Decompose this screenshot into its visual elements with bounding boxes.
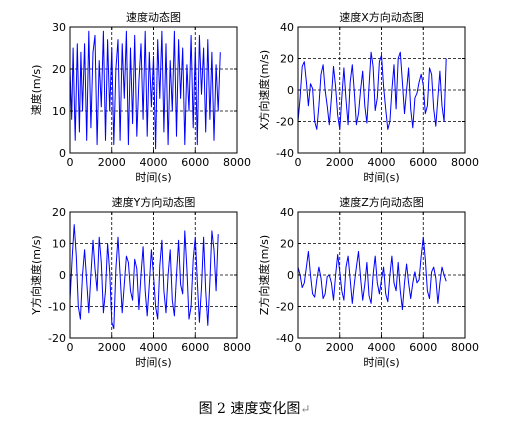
x-tick-label: 6000 [409, 156, 437, 169]
chart-panel: 0 2000 4000 6000 8000 -40 -20 0 20 40 速度X方向动态图时间(s… [257, 10, 479, 184]
series-line [297, 51, 447, 130]
y-tick-label: 0 [287, 84, 294, 97]
x-tick-label: 6000 [181, 341, 209, 354]
figure: 0 2000 4000 6000 8000 0 10 20 30 速度动态图 时间(s) 速度(m/s… [29, 10, 479, 369]
figure-caption-line: 图 2 速度变化图↵ [0, 398, 509, 418]
y-tick-label: -20 [48, 332, 66, 345]
y-tick-label: 10 [52, 238, 66, 251]
y-tick-label: 0 [59, 269, 66, 282]
x-tick-label: 6000 [409, 341, 437, 354]
series-line [297, 236, 447, 311]
y-tick-label: -40 [276, 147, 294, 160]
y-tick-label: 20 [280, 53, 294, 66]
return-mark: ↵ [300, 402, 311, 416]
x-axis-label: 时间(s) [135, 356, 171, 369]
x-tick-label: 0 [295, 156, 302, 169]
x-tick-label: 8000 [223, 341, 251, 354]
chart-panel: 0 2000 4000 6000 8000 -40 -20 0 20 40 速度Z方向动态图时间(s… [257, 195, 479, 369]
x-axis-label: 时间(s) [363, 356, 399, 369]
y-tick-label: 30 [52, 21, 66, 34]
chart-title: 速度Z方向动态图 [339, 195, 424, 209]
y-tick-label: 20 [52, 206, 66, 219]
y-axis-label: Z方向速度(m/s) [257, 235, 271, 315]
x-axis-label: 时间(s) [363, 171, 399, 184]
x-axis-label: 时间(s) [135, 171, 171, 184]
y-tick-label: 40 [280, 21, 294, 34]
x-tick-label: 4000 [368, 156, 396, 169]
y-tick-label: -40 [276, 332, 294, 345]
y-tick-label: 40 [280, 206, 294, 219]
x-tick-label: 4000 [368, 341, 396, 354]
y-axis-label: X方向速度(m/s) [257, 50, 271, 130]
chart-title: 速度X方向动态图 [339, 10, 424, 24]
y-tick-label: -10 [48, 301, 66, 314]
x-tick-label: 0 [67, 156, 74, 169]
x-tick-label: 6000 [181, 156, 209, 169]
chart-title: 速度动态图 [126, 10, 181, 24]
x-tick-label: 0 [67, 341, 74, 354]
figure-canvas: 0 2000 4000 6000 80000102030速度动态图时间(s)速度(m/s… [29, 10, 479, 369]
y-axis-label: Y方向速度(m/s) [29, 235, 43, 315]
x-tick-label: 2000 [326, 156, 354, 169]
x-tick-label: 4000 [140, 341, 168, 354]
y-tick-label: 10 [52, 105, 66, 118]
y-tick-label: 0 [59, 147, 66, 160]
x-tick-label: 8000 [451, 341, 479, 354]
y-tick-label: 20 [52, 63, 66, 76]
x-tick-label: 2000 [326, 341, 354, 354]
series-line [69, 224, 219, 330]
chart-title: 速度Y方向动态图 [112, 195, 196, 209]
x-tick-label: 8000 [223, 156, 251, 169]
chart-panel: 0 2000 4000 6000 8000 -20 -10 0 10 20 速度Y方向动态图时间(s… [29, 195, 251, 369]
x-tick-label: 8000 [451, 156, 479, 169]
y-tick-label: 20 [280, 238, 294, 251]
y-tick-label: 0 [287, 269, 294, 282]
y-tick-label: -20 [276, 301, 294, 314]
y-axis-label: 速度(m/s) [29, 65, 43, 116]
x-tick-label: 2000 [98, 341, 126, 354]
x-tick-label: 0 [295, 341, 302, 354]
x-tick-label: 2000 [98, 156, 126, 169]
series-line [69, 30, 221, 150]
figure-caption: 图 2 速度变化图 [198, 401, 301, 417]
y-tick-label: -20 [276, 116, 294, 129]
x-tick-label: 4000 [140, 156, 168, 169]
